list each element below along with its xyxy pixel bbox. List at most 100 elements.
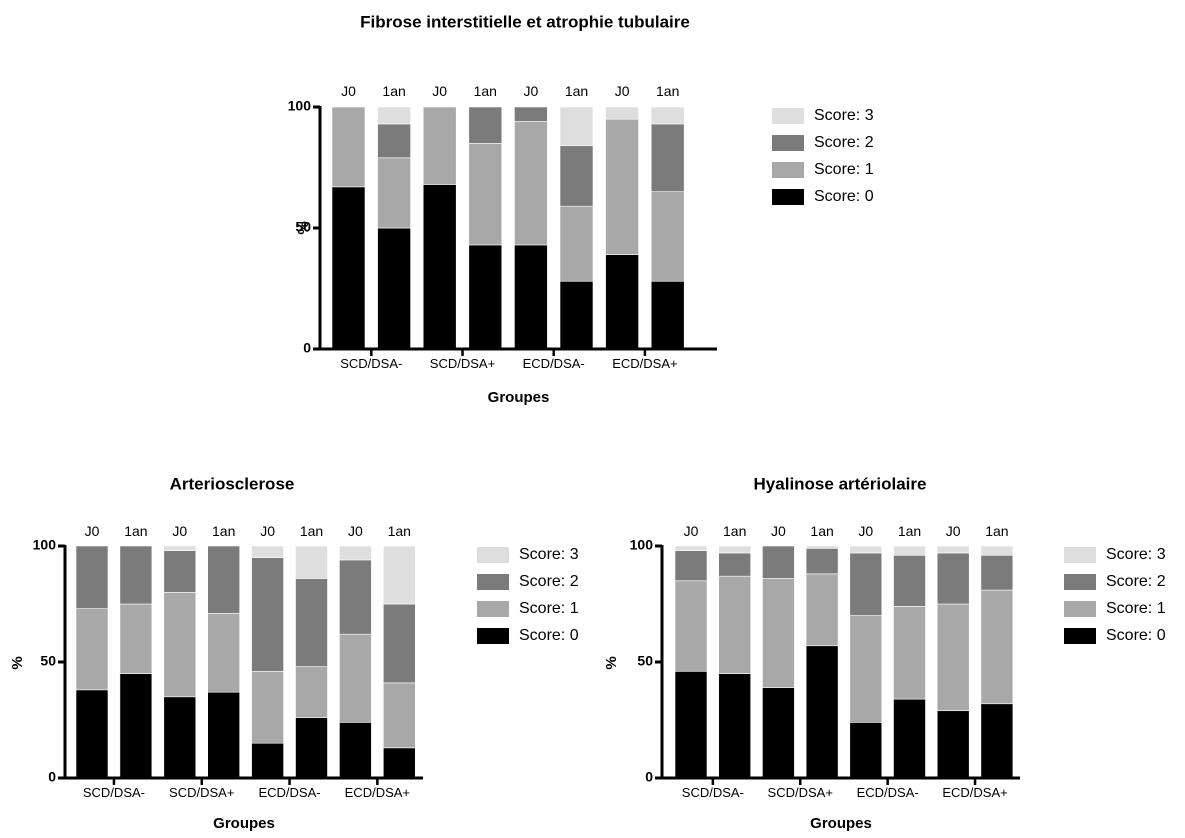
bar-segment-score-0 — [980, 703, 1014, 779]
bar-segment-score-3 — [295, 545, 328, 579]
bar-segment-score-1 — [559, 205, 594, 282]
bar-segment-score-3 — [936, 545, 970, 554]
bar-segment-score-3 — [163, 545, 197, 551]
bar-segment-score-2 — [980, 554, 1014, 591]
group-label: SCD/DSA+ — [768, 785, 833, 800]
legend-label: Score: 0 — [1106, 627, 1166, 644]
chart-title: Fibrose interstitielle et atrophie tubul… — [360, 12, 690, 31]
bar-top-label: J0 — [172, 523, 187, 539]
bar-segment-score-0 — [718, 673, 752, 779]
legend-swatch — [477, 574, 509, 590]
bar-top-label: 1an — [723, 523, 746, 539]
bar-segment-score-3 — [805, 545, 839, 549]
bar-segment-score-1 — [650, 191, 685, 282]
legend-swatch — [772, 108, 804, 124]
bar-segment-score-2 — [119, 545, 153, 605]
y-tick-label: 100 — [630, 537, 654, 553]
group-label: SCD/DSA- — [83, 785, 145, 800]
bar-segment-score-0 — [377, 227, 411, 350]
bar-segment-score-1 — [207, 612, 240, 693]
group-label: SCD/DSA+ — [169, 785, 234, 800]
bar-top-label: 1an — [388, 523, 411, 539]
legend-label: Score: 2 — [519, 573, 579, 590]
bar-segment-score-1 — [422, 106, 457, 185]
x-axis-title: Groupes — [488, 389, 550, 406]
bar-segment-score-3 — [559, 106, 594, 147]
chart-title: Arteriosclerose — [170, 474, 295, 493]
bar-top-label: J0 — [771, 523, 786, 539]
y-tick-label: 100 — [288, 98, 312, 114]
bar-top-label: J0 — [524, 83, 539, 99]
y-axis-title: % — [295, 221, 312, 234]
bar-top-label: 1an — [898, 523, 921, 539]
y-tick-label: 0 — [645, 769, 653, 785]
legend-swatch — [477, 628, 509, 644]
legend-label: Score: 1 — [814, 161, 874, 178]
bar-segment-score-0 — [251, 742, 284, 779]
y-tick-label: 0 — [303, 340, 311, 356]
legend-swatch — [477, 601, 509, 617]
legend-swatch — [772, 135, 804, 151]
bar-segment-score-0 — [674, 670, 708, 779]
bar-top-label: 1an — [810, 523, 833, 539]
legend-label: Score: 2 — [814, 134, 874, 151]
bar-segment-score-2 — [893, 554, 926, 607]
bar-segment-score-0 — [605, 254, 639, 350]
bar-top-label: J0 — [260, 523, 275, 539]
legend-swatch — [1064, 547, 1096, 563]
bar-segment-score-3 — [980, 545, 1014, 556]
bar-segment-score-3 — [605, 106, 639, 120]
legend-swatch — [772, 162, 804, 178]
bar-segment-score-0 — [119, 673, 153, 779]
bar-segment-score-0 — [207, 691, 240, 779]
bar-segment-score-1 — [674, 580, 708, 672]
group-label: ECD/DSA- — [258, 785, 320, 800]
bar-segment-score-0 — [331, 186, 366, 350]
legend-label: Score: 3 — [814, 107, 874, 124]
bar-segment-score-2 — [718, 552, 752, 577]
bar-segment-score-3 — [339, 545, 372, 561]
bar-segment-score-0 — [422, 184, 457, 350]
y-tick-label: 50 — [637, 653, 653, 669]
bar-segment-score-0 — [514, 244, 548, 350]
bar-segment-score-1 — [514, 121, 548, 246]
x-axis-title: Groupes — [213, 815, 275, 832]
bar-top-label: J0 — [615, 83, 630, 99]
bar-segment-score-1 — [339, 633, 372, 723]
bar-segment-score-1 — [377, 157, 411, 229]
group-label: ECD/DSA- — [857, 785, 919, 800]
legend-label: Score: 3 — [519, 546, 579, 563]
bar-segment-score-1 — [980, 589, 1014, 705]
bar-segment-score-1 — [251, 670, 284, 744]
bar-top-label: 1an — [212, 523, 235, 539]
group-label: SCD/DSA- — [682, 785, 744, 800]
bar-segment-score-1 — [762, 578, 795, 688]
bar-segment-score-0 — [805, 645, 839, 779]
legend-label: Score: 0 — [519, 627, 579, 644]
bar-segment-score-2 — [514, 106, 548, 122]
bar-segment-score-2 — [468, 106, 503, 144]
bar-segment-score-3 — [718, 545, 752, 554]
chart-fibrose: Fibrose interstitielle et atrophie tubul… — [288, 12, 874, 406]
bar-top-label: J0 — [341, 83, 356, 99]
bar-segment-score-2 — [75, 545, 109, 609]
bar-segment-score-2 — [163, 550, 197, 593]
legend-swatch — [772, 189, 804, 205]
y-tick-label: 0 — [48, 769, 56, 785]
bar-segment-score-0 — [559, 280, 594, 350]
group-label: ECD/DSA+ — [942, 785, 1007, 800]
bar-segment-score-2 — [559, 145, 594, 207]
bar-segment-score-3 — [251, 545, 284, 558]
bar-top-label: J0 — [858, 523, 873, 539]
bar-segment-score-2 — [805, 548, 839, 575]
bar-segment-score-2 — [382, 603, 416, 684]
legend-label: Score: 3 — [1106, 546, 1166, 563]
bar-top-label: 1an — [124, 523, 147, 539]
bar-top-label: 1an — [474, 83, 497, 99]
bar-segment-score-2 — [650, 123, 685, 193]
y-tick-label: 50 — [40, 653, 56, 669]
y-tick-label: 100 — [33, 537, 57, 553]
bar-top-label: 1an — [565, 83, 588, 99]
bar-segment-score-2 — [674, 550, 708, 582]
group-label: ECD/DSA+ — [345, 785, 410, 800]
